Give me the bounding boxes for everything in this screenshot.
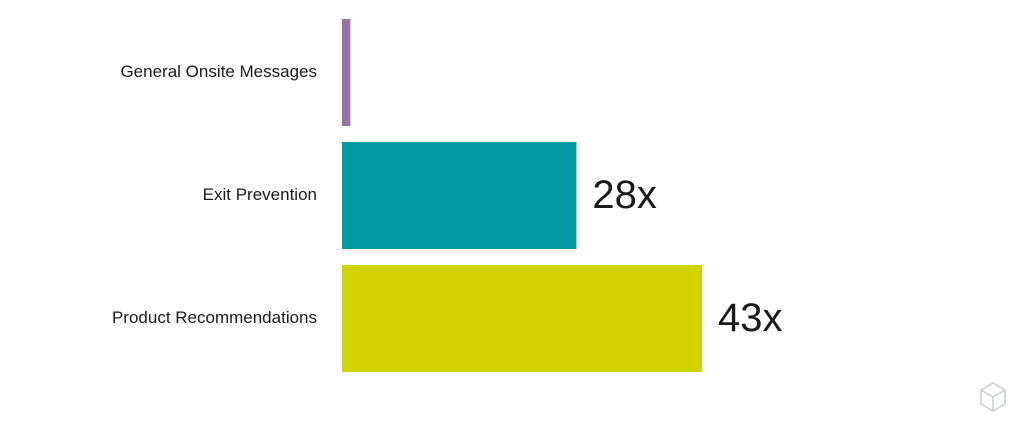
- logo: [980, 382, 1006, 412]
- bar: [342, 265, 702, 372]
- bar: [342, 19, 351, 126]
- value-label: 43x: [718, 296, 783, 340]
- bar: [342, 142, 577, 249]
- category-label: Product Recommendations: [112, 308, 317, 327]
- logo-inner: [980, 389, 1006, 411]
- value-label: 28x: [592, 173, 657, 217]
- category-label: General Onsite Messages: [120, 62, 317, 81]
- category-label: Exit Prevention: [203, 185, 317, 204]
